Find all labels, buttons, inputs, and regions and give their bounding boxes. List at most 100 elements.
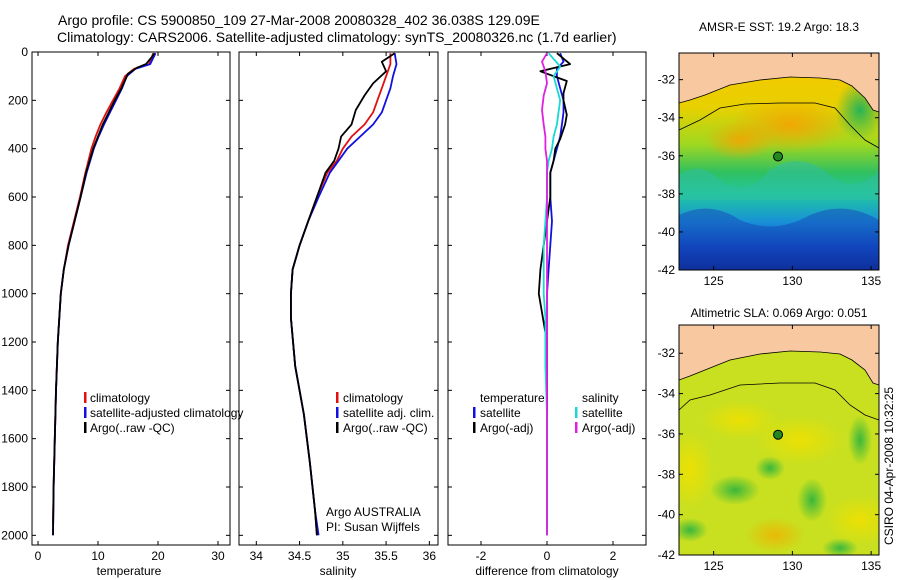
temperature-legend: climatology satellite-adjusted climatolo… [84, 391, 243, 435]
difference-xlabel: difference from climatology [475, 564, 618, 578]
map-y-tick-label: -32 [658, 346, 676, 360]
legend-swatch-temp-argo [473, 422, 476, 433]
map-x-tick-label: 125 [704, 274, 724, 288]
x-tick-label: 10 [91, 549, 105, 563]
figure-title-line-1: Argo profile: CS 5900850_109 27-Mar-2008… [58, 12, 540, 28]
credit-line-1: Argo AUSTRALIA [326, 505, 421, 519]
map-x-tick-label: 135 [861, 274, 881, 288]
y-tick-label: 2000 [1, 528, 28, 542]
x-tick-label: 36 [423, 549, 437, 563]
legend-swatch-argo [336, 422, 339, 433]
series-line-argo-raw-qc- [289, 52, 396, 536]
sla-map-field [679, 325, 879, 555]
difference-legend-temperature: temperature satellite Argo(-adj) [473, 391, 545, 435]
x-tick-label: 35.5 [374, 549, 398, 563]
map-y-tick-label: -32 [658, 73, 676, 87]
sla-map-title: Altimetric SLA: 0.069 Argo: 0.051 [691, 306, 868, 320]
map-x-tick-label: 125 [704, 559, 724, 573]
series-line-climatology [289, 53, 392, 536]
float-marker [773, 429, 784, 440]
map-y-tick-label: -36 [658, 427, 676, 441]
map-x-tick-label: 130 [782, 559, 802, 573]
map-y-tick-label: -40 [658, 508, 676, 522]
map-y-tick-label: -34 [658, 111, 676, 125]
legend-title-salinity: salinity [582, 391, 619, 405]
difference-depth-ticks [448, 51, 646, 536]
legend-title-temperature: temperature [480, 391, 545, 405]
temperature-axis-ticks: 0 10 20 30 [35, 52, 225, 563]
legend-label-sal-satellite: satellite [582, 406, 623, 420]
coastline [679, 76, 879, 113]
difference-profiles [537, 52, 571, 536]
map-y-tick-label: -40 [658, 225, 676, 239]
sla-map-panel: Altimetric SLA: 0.069 Argo: 0.051 125 130… [658, 306, 882, 573]
series-line-argo-raw-qc- [52, 52, 156, 536]
y-tick-label: 800 [8, 238, 28, 252]
legend-label-argo: Argo(..raw -QC) [90, 421, 175, 435]
series-line-temperature-satellite [546, 52, 565, 536]
legend-swatch-sal-satellite [575, 407, 578, 418]
x-tick-label: 0 [544, 549, 551, 563]
x-tick-label: 35 [336, 549, 350, 563]
legend-swatch-temp-satellite [473, 407, 476, 418]
temperature-axes-box [31, 51, 231, 546]
y-tick-label: 600 [8, 190, 28, 204]
map-y-tick-label: -38 [658, 467, 676, 481]
legend-label-argo: Argo(..raw -QC) [343, 421, 428, 435]
legend-swatch-sal-argo [575, 422, 578, 433]
legend-swatch-satellite [336, 407, 339, 418]
legend-label-satellite: satellite-adjusted climatology [90, 406, 243, 420]
x-tick-label: 2 [610, 549, 617, 563]
sla-map-ticks: 125 130 135 -32 -34 -36 -38 -40 -42 [658, 325, 881, 573]
legend-swatch-climatology [336, 392, 339, 403]
sst-map-field [679, 53, 879, 270]
coastline [679, 350, 879, 386]
x-tick-label: 30 [211, 549, 225, 563]
sst-map-title: AMSR-E SST: 19.2 Argo: 18.3 [699, 20, 859, 34]
map-y-tick-label: -42 [658, 548, 676, 562]
depth-axis-ticks: 0 200 400 600 800 1000 1200 1400 1600 1800 2000 [1, 45, 230, 542]
sst-map-panel: AMSR-E SST: 19.2 Argo: 18.3 125 130 135 -32… [658, 20, 882, 288]
y-tick-label: 200 [8, 93, 28, 107]
isoline [679, 102, 879, 149]
sla-map-frame [678, 324, 880, 556]
salinity-panel: 34 34.5 35 35.5 36 salinity climatology sate… [238, 51, 439, 578]
figure-title-line-2: Climatology: CARS2006. Satellite-adjuste… [57, 29, 617, 45]
x-tick-label: 34 [250, 549, 264, 563]
series-line-satellite-adjusted-climatology [52, 52, 157, 536]
sst-map-frame [678, 52, 880, 271]
y-tick-label: 0 [21, 45, 28, 59]
map-y-tick-label: -38 [658, 187, 676, 201]
x-tick-label: -2 [476, 549, 487, 563]
land-mass [679, 53, 879, 112]
temperature-profiles [52, 52, 157, 536]
x-tick-label: 0 [35, 549, 42, 563]
legend-label-sal-argo: Argo(-adj) [582, 421, 635, 435]
y-tick-label: 1400 [1, 383, 28, 397]
y-tick-label: 1800 [1, 480, 28, 494]
legend-label-climatology: climatology [90, 391, 150, 405]
difference-panel: -2 0 2 difference from climatology tempera… [447, 51, 647, 578]
salinity-depth-ticks [239, 51, 438, 536]
map-y-tick-label: -34 [658, 387, 676, 401]
credit-line-2: PI: Susan Wijffels [326, 520, 420, 534]
salinity-axis-ticks: 34 34.5 35 35.5 36 [250, 52, 437, 563]
isoline [679, 382, 879, 421]
temperature-panel: 0 200 400 600 800 1000 1200 1400 1600 1800 2000 0 1… [1, 45, 243, 578]
legend-swatch-argo [84, 422, 87, 433]
land-mass [679, 325, 879, 385]
vertical-credit: CSIRO 04-Apr-2008 10:32:25 [882, 387, 896, 545]
map-x-tick-label: 130 [782, 274, 802, 288]
temperature-xlabel: temperature [97, 564, 162, 578]
salinity-axes-box [238, 51, 439, 546]
legend-swatch-climatology [84, 392, 87, 403]
x-tick-label: 34.5 [288, 549, 312, 563]
map-x-tick-label: 135 [861, 559, 881, 573]
salinity-profiles [289, 52, 398, 536]
legend-label-climatology: climatology [343, 391, 403, 405]
map-y-tick-label: -36 [658, 149, 676, 163]
x-tick-label: 20 [151, 549, 165, 563]
legend-label-temp-argo: Argo(-adj) [480, 421, 533, 435]
y-tick-label: 400 [8, 142, 28, 156]
